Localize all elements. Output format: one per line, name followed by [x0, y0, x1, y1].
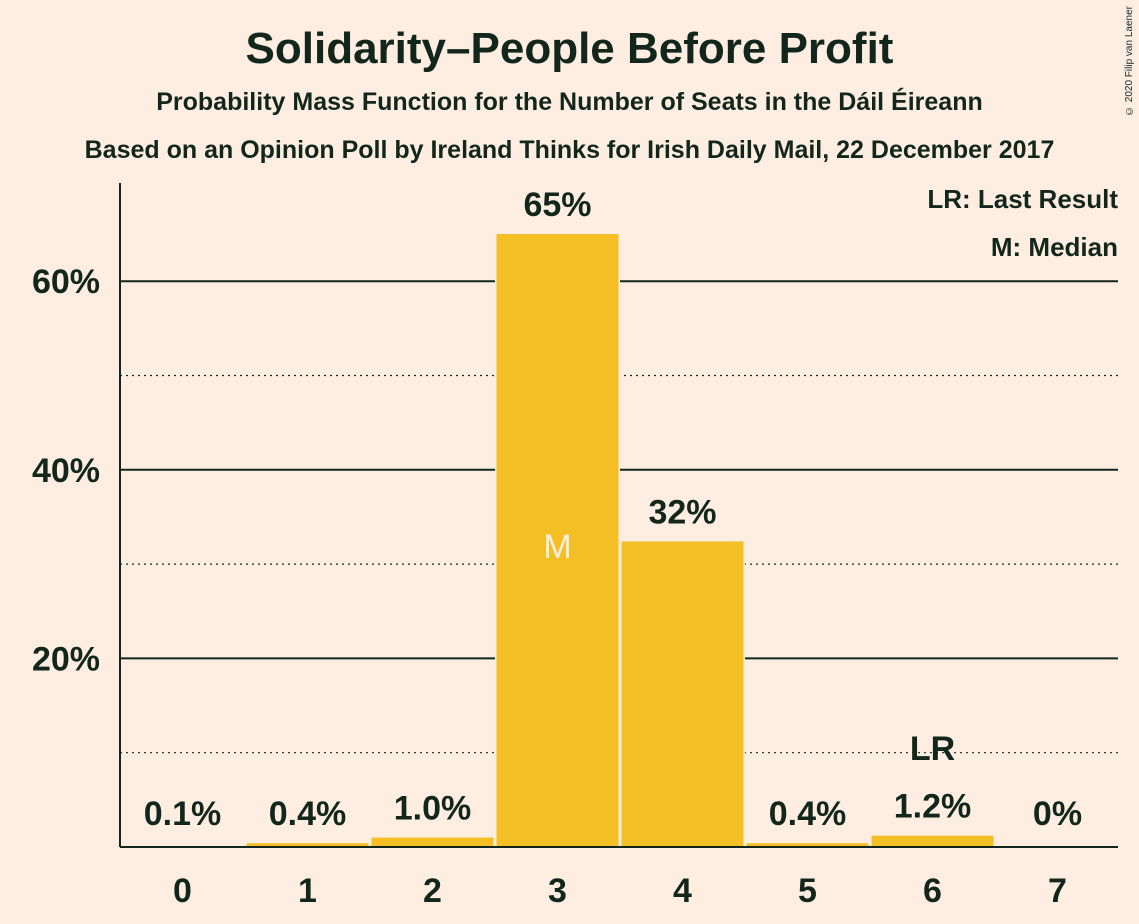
data-label-4: 32%: [648, 493, 716, 531]
median-marker: M: [543, 528, 571, 566]
x-tick-label-3: 3: [548, 872, 567, 910]
x-tick-label-5: 5: [798, 872, 817, 910]
last-result-marker: LR: [910, 730, 955, 768]
legend-last-result: LR: Last Result: [927, 184, 1118, 214]
x-tick-label-0: 0: [173, 872, 192, 910]
data-label-0: 0.1%: [144, 795, 222, 833]
y-tick-label-20: 20%: [32, 640, 100, 678]
bar-1: [246, 843, 369, 847]
bar-4: [621, 541, 744, 847]
data-label-2: 1.0%: [394, 790, 472, 828]
chart-source: Based on an Opinion Poll by Ireland Thin…: [84, 136, 1055, 164]
bar-3: [496, 234, 619, 848]
bar-5: [746, 843, 869, 847]
bar-6: [871, 835, 994, 847]
data-label-5: 0.4%: [769, 795, 847, 833]
x-tick-label-6: 6: [923, 872, 942, 910]
x-tick-label-2: 2: [423, 872, 442, 910]
x-tick-label-1: 1: [298, 872, 317, 910]
data-label-1: 0.4%: [269, 795, 347, 833]
chart-title: Solidarity–People Before Profit: [245, 24, 894, 73]
x-tick-label-4: 4: [673, 872, 692, 910]
chart-subtitle: Probability Mass Function for the Number…: [156, 88, 983, 116]
y-tick-label-60: 60%: [32, 263, 100, 301]
bar-2: [371, 837, 494, 847]
y-tick-label-40: 40%: [32, 452, 100, 490]
data-label-6: 1.2%: [894, 788, 972, 826]
legend-median: M: Median: [990, 232, 1118, 262]
x-tick-label-7: 7: [1048, 872, 1067, 910]
data-label-7: 0%: [1033, 795, 1082, 833]
data-label-3: 65%: [523, 186, 591, 224]
